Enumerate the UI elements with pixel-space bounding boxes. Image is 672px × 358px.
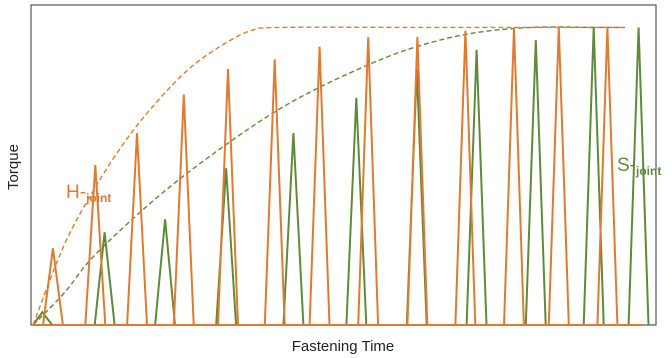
plot-area-frame <box>30 4 657 326</box>
s-joint-pulse <box>627 27 650 326</box>
h-joint-pulse <box>308 46 331 326</box>
h-joint-pulse <box>547 27 570 326</box>
h-joint-pulse <box>263 59 286 326</box>
h-joint-pulse <box>172 94 195 326</box>
y-axis-title: Torque <box>5 144 22 190</box>
s-joint-pulse <box>282 132 305 326</box>
h-joint-pulse <box>357 36 380 326</box>
series-layer <box>32 26 650 326</box>
s-joint-pulse <box>32 310 54 326</box>
s-joint-label-sub: joint <box>635 164 661 178</box>
s-joint-label: S-joint <box>617 155 661 178</box>
s-joint-pulse <box>93 232 116 326</box>
s-joint-envelope <box>32 26 625 326</box>
x-axis-title: Fastening Time <box>292 338 395 355</box>
h-joint-label-sub: joint <box>85 191 111 205</box>
s-joint-label-main: S- <box>617 155 636 176</box>
h-joint-pulse <box>84 164 107 326</box>
h-joint-pulse <box>596 27 619 326</box>
s-joint-pulse <box>345 97 368 326</box>
h-joint-pulse <box>503 27 525 326</box>
s-joint-pulse <box>154 219 176 326</box>
h-joint-label: H-joint <box>66 182 111 205</box>
h-joint-pulse <box>454 30 477 326</box>
h-joint-pulse <box>406 36 429 326</box>
s-joint-pulse <box>582 27 605 326</box>
h-joint-pulse <box>42 248 64 326</box>
h-joint-label-main: H- <box>66 182 86 203</box>
s-joint-pulse <box>524 40 547 326</box>
h-joint-envelope <box>32 26 625 326</box>
h-joint-pulse <box>126 132 148 326</box>
s-joint-pulse <box>465 49 488 326</box>
h-joint-pulse <box>217 68 239 326</box>
